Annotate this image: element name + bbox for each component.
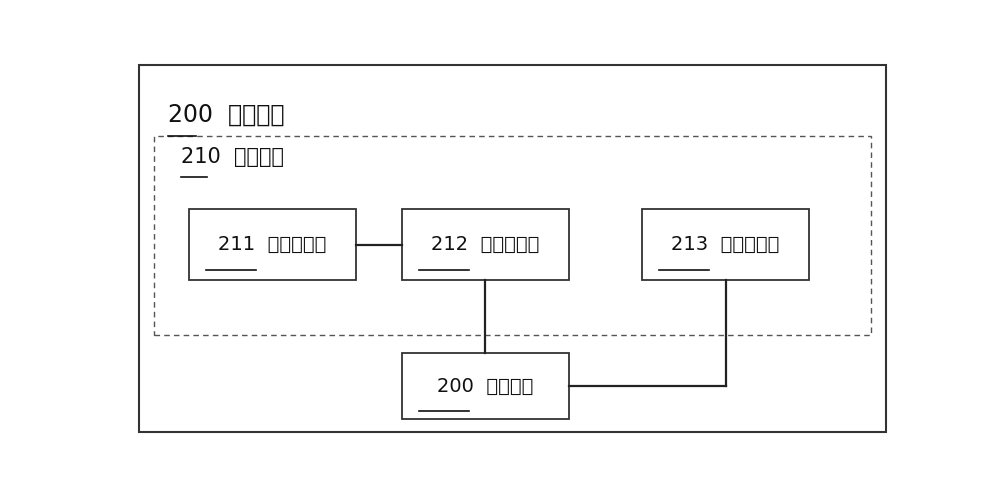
Text: 200  制造设备: 200 制造设备 [168, 103, 284, 127]
Text: 213  铂扩散装置: 213 铂扩散装置 [671, 235, 780, 254]
Text: 210  扩散装置: 210 扩散装置 [181, 147, 284, 167]
Bar [402, 209, 569, 280]
Bar [642, 209, 809, 280]
Text: 211  磷扩散装置: 211 磷扩散装置 [218, 235, 326, 254]
Bar [154, 136, 871, 334]
Text: 212  硼扩散装置: 212 硼扩散装置 [431, 235, 540, 254]
Text: 200  抛光装置: 200 抛光装置 [437, 376, 534, 396]
Bar [189, 209, 356, 280]
Bar [402, 353, 569, 420]
